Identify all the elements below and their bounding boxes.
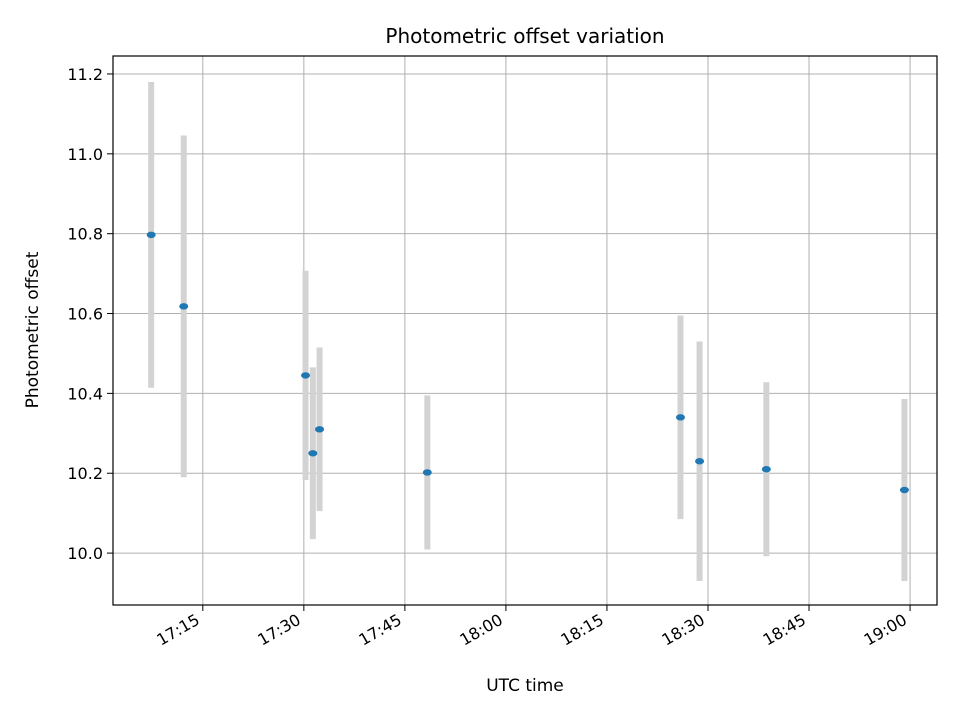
- data-point: [899, 486, 909, 494]
- x-tick-label: 18:30: [659, 610, 708, 650]
- y-axis-ticks: 10.0 10.2 10.4 10.6 10.8 11.0 11.2: [67, 65, 113, 563]
- x-tick-label: 18:00: [456, 610, 505, 650]
- y-tick-label: 10.0: [67, 544, 103, 563]
- data-point: [308, 450, 318, 457]
- data-point: [695, 458, 705, 465]
- data-point: [761, 466, 771, 473]
- chart-title: Photometric offset variation: [385, 24, 664, 48]
- data-points: [146, 231, 909, 494]
- data-point: [422, 469, 432, 476]
- data-point: [675, 414, 685, 421]
- y-tick-label: 11.0: [67, 145, 103, 164]
- x-axis-label: UTC time: [486, 676, 564, 696]
- x-tick-label: 18:15: [558, 610, 607, 650]
- data-point: [179, 303, 189, 310]
- grid: [113, 56, 937, 605]
- y-tick-label: 11.2: [67, 65, 103, 84]
- x-tick-label: 18:45: [760, 610, 809, 650]
- data-point: [315, 426, 325, 433]
- x-tick-label: 17:45: [355, 610, 404, 650]
- y-tick-label: 10.2: [67, 464, 103, 483]
- y-axis-label: Photometric offset: [23, 251, 43, 408]
- y-tick-label: 10.4: [67, 384, 103, 403]
- y-tick-label: 10.6: [67, 305, 103, 324]
- y-tick-label: 10.8: [67, 225, 103, 244]
- x-tick-label: 17:30: [254, 610, 303, 650]
- data-point: [301, 372, 311, 379]
- error-bars: [148, 81, 908, 582]
- x-tick-label: 19:00: [861, 610, 910, 650]
- plot-frame: [112, 55, 938, 606]
- x-axis-ticks: 17:15 17:30 17:45 18:00 18:15 18:30 18:45 19:00: [153, 605, 911, 650]
- data-point: [146, 231, 156, 239]
- x-tick-label: 17:15: [153, 610, 202, 650]
